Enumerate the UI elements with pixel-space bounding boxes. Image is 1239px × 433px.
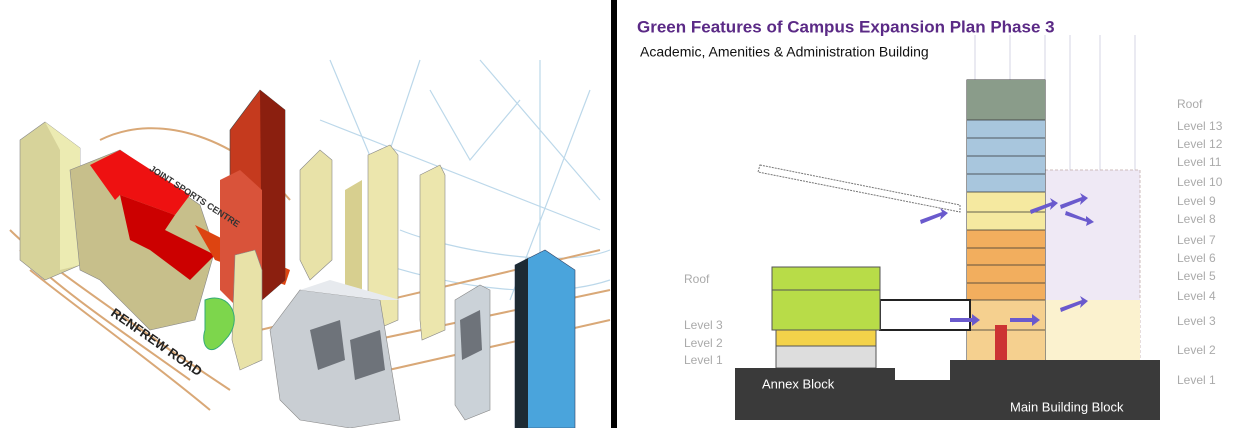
section-diagram: Green Features of Campus Expansion Plan … — [637, 17, 1160, 420]
level-label: Level 3 — [684, 318, 723, 332]
level-label: Level 2 — [684, 336, 723, 350]
diagram-title: Green Features of Campus Expansion Plan … — [637, 17, 1055, 36]
level-label: Level 13 — [1177, 119, 1223, 133]
level-label: Level 8 — [1177, 212, 1216, 226]
level-label: Level 10 — [1177, 175, 1223, 189]
level-label: Level 5 — [1177, 269, 1216, 283]
level-label: Level 7 — [1177, 233, 1216, 247]
level-label: Roof — [684, 272, 710, 286]
level-label: Level 2 — [1177, 343, 1216, 357]
level-label: Level 4 — [1177, 289, 1216, 303]
level-label: Roof — [1177, 97, 1203, 111]
block-label: Annex Block — [762, 376, 835, 391]
level-label: Level 11 — [1177, 155, 1222, 169]
level-label: Level 1 — [684, 353, 723, 367]
campus-rendering: JOINT SPORTS CENTRE RENFREW ROAD — [0, 0, 611, 429]
level-label: Level 3 — [1177, 314, 1216, 328]
block-label: Main Building Block — [1010, 399, 1124, 414]
level-label: Level 6 — [1177, 251, 1216, 265]
level-label: Level 9 — [1177, 194, 1216, 208]
level-label: Level 12 — [1177, 137, 1223, 151]
level-label: Level 1 — [1177, 373, 1216, 387]
divider — [611, 0, 617, 428]
diagram-subtitle: Academic, Amenities & Administration Bui… — [640, 44, 929, 60]
